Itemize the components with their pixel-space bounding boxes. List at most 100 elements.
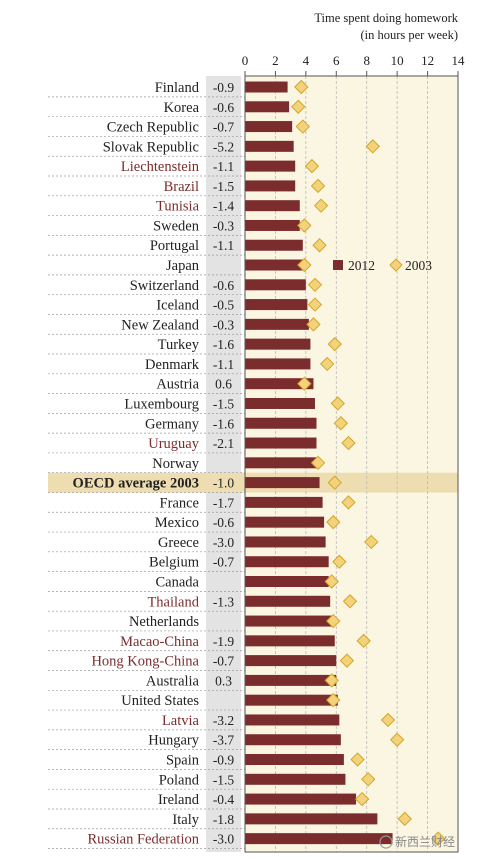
watermark-logo-icon — [379, 835, 393, 849]
country-label: Russian Federation — [87, 832, 199, 848]
country-label: Mexico — [155, 515, 199, 531]
bar-2012 — [245, 615, 332, 627]
difference-value: -3.7 — [213, 733, 235, 748]
difference-value: -1.8 — [213, 812, 235, 827]
diamond-2003 — [365, 139, 381, 154]
country-label: Slovak Republic — [103, 139, 199, 155]
diamond-2003 — [330, 396, 346, 411]
diamond-2003 — [326, 692, 341, 708]
watermark: 新西兰财经 — [379, 834, 455, 849]
x-tick-label: 0 — [242, 53, 249, 68]
difference-value: -0.3 — [213, 317, 235, 332]
difference-value: -1.1 — [213, 238, 234, 253]
watermark-text: 新西兰财经 — [395, 834, 455, 849]
diamond-2003 — [312, 238, 327, 253]
bar-2012 — [245, 397, 315, 409]
bar-2012 — [245, 813, 378, 825]
bar-2012 — [245, 160, 296, 172]
country-label: Poland — [159, 772, 200, 788]
diamond-2003 — [313, 198, 329, 213]
country-label: New Zealand — [121, 317, 199, 333]
x-tick-label: 8 — [363, 53, 370, 68]
bar-2012 — [245, 417, 317, 429]
diamond-2003 — [327, 475, 342, 490]
legend: 2012 2003 — [333, 258, 432, 273]
bar-2012 — [245, 121, 293, 133]
bar-2012 — [245, 516, 325, 528]
x-tick-label: 6 — [333, 53, 340, 68]
bar-2012 — [245, 259, 303, 271]
country-label: Luxembourg — [124, 396, 199, 412]
country-label: Uruguay — [148, 436, 199, 452]
country-label: Spain — [166, 753, 200, 769]
difference-value: -0.6 — [213, 278, 235, 293]
bar-2012 — [245, 140, 294, 152]
country-label: Australia — [146, 673, 200, 689]
bar-2012 — [245, 299, 308, 311]
diamond-2003 — [342, 594, 358, 609]
difference-value: -1.9 — [213, 634, 235, 649]
diamond-2003 — [364, 534, 379, 550]
bar-2012 — [245, 655, 337, 667]
country-label: Switzerland — [130, 278, 200, 294]
diamond-2003 — [326, 514, 341, 530]
bar-2012 — [245, 714, 340, 726]
bar-2012 — [245, 576, 329, 587]
x-tick-label: 14 — [452, 53, 466, 68]
difference-column-bg — [206, 76, 241, 852]
diamond-2003 — [361, 772, 376, 787]
country-label: Macao-China — [120, 634, 199, 650]
legend-label-2003: 2003 — [405, 258, 432, 273]
bar-2012 — [245, 457, 319, 469]
bar-2012 — [245, 773, 346, 785]
bar-2012 — [245, 754, 344, 766]
difference-value: -3.0 — [213, 535, 235, 550]
difference-value: -5.2 — [213, 139, 234, 154]
diamond-2003 — [333, 416, 349, 431]
bar-2012 — [245, 318, 309, 330]
difference-value: -0.4 — [213, 792, 235, 807]
chart-subtitle: (in hours per week) — [360, 28, 458, 42]
country-label: Denmark — [145, 357, 200, 373]
country-label: Korea — [164, 100, 200, 116]
country-label: Canada — [156, 575, 200, 591]
bar-2012 — [245, 200, 300, 212]
difference-value: -0.9 — [213, 753, 235, 768]
diamond-2003 — [324, 673, 339, 688]
country-label: Japan — [166, 258, 200, 274]
diamond-2003 — [310, 178, 326, 194]
x-tick-label: 12 — [421, 53, 434, 68]
diamond-2003 — [310, 455, 326, 471]
country-label: France — [160, 495, 199, 511]
country-label: Czech Republic — [107, 120, 199, 136]
bar-2012 — [245, 437, 317, 449]
bar-2012 — [245, 101, 290, 113]
difference-value: -1.6 — [213, 416, 235, 431]
difference-value: -1.5 — [213, 772, 235, 787]
country-label: Belgium — [149, 555, 200, 571]
diamond-2003 — [319, 356, 335, 372]
country-label: Turkey — [158, 337, 200, 353]
bar-2012 — [245, 81, 288, 93]
country-label: Finland — [155, 80, 200, 96]
bar-2012 — [245, 734, 341, 746]
difference-value: -0.5 — [213, 298, 235, 313]
bar-2012 — [245, 674, 337, 686]
difference-value: -1.1 — [213, 357, 234, 372]
difference-value: -1.6 — [213, 337, 235, 352]
bar-2012 — [245, 556, 329, 568]
bar-2012 — [245, 694, 338, 706]
difference-value: -1.0 — [213, 476, 235, 491]
diamond-2003 — [324, 574, 339, 589]
x-tick-label: 2 — [272, 53, 279, 68]
country-label: Hungary — [148, 733, 199, 749]
diamond-2003 — [397, 811, 412, 827]
difference-value: -2.1 — [213, 436, 234, 451]
difference-value: -1.3 — [213, 594, 235, 609]
difference-value: -0.9 — [213, 80, 235, 95]
legend-swatch-2012 — [333, 260, 343, 271]
diamond-2003 — [295, 119, 311, 134]
diamond-2003 — [294, 79, 309, 95]
bar-2012 — [245, 378, 314, 390]
diamond-2003 — [341, 495, 356, 510]
